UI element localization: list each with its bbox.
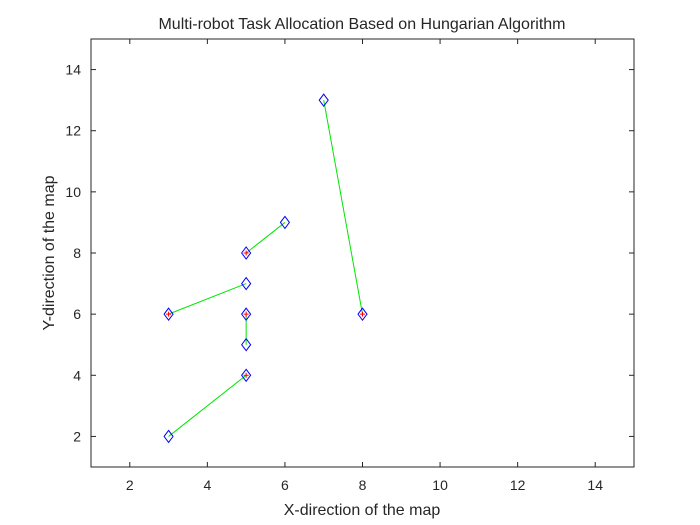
markers — [163, 93, 368, 444]
task-marker — [241, 307, 252, 321]
x-tick-label: 2 — [126, 477, 134, 493]
y-tick-label: 10 — [65, 184, 81, 200]
y-tick-label: 6 — [73, 306, 81, 322]
task-marker — [357, 307, 368, 321]
assignment-line — [245, 222, 286, 254]
x-tick-label: 10 — [432, 477, 448, 493]
assignment-line — [168, 374, 247, 437]
robot-marker — [241, 276, 252, 291]
x-tick-label: 14 — [587, 477, 603, 493]
y-axis-label: Y-direction of the map — [41, 175, 58, 330]
assignment-line — [168, 283, 247, 315]
x-tick-label: 8 — [359, 477, 367, 493]
robot-marker — [241, 337, 252, 352]
task-marker — [241, 368, 252, 383]
y-tick-label: 4 — [73, 367, 81, 383]
x-tick-label: 12 — [510, 477, 526, 493]
task-center-marker — [243, 372, 249, 378]
task-center-marker — [166, 311, 172, 317]
y-tick-label: 8 — [73, 245, 81, 261]
task-center-marker — [360, 311, 365, 317]
task-marker — [241, 246, 252, 260]
chart-title: Multi-robot Task Allocation Based on Hun… — [158, 16, 565, 33]
y-tick-label: 14 — [65, 62, 81, 78]
assignment-lines — [168, 100, 363, 437]
x-tick-label: 4 — [203, 477, 211, 493]
robot-marker — [163, 429, 174, 444]
y-axis-ticks: 2 4 6 8 10 12 14 — [65, 62, 634, 444]
y-tick-label: 12 — [65, 123, 81, 139]
task-center-marker — [243, 311, 249, 317]
robot-marker — [318, 93, 329, 107]
task-marker — [163, 307, 174, 321]
robot-marker — [279, 215, 291, 230]
x-tick-label: 6 — [281, 477, 289, 493]
x-axis-ticks: 2 4 6 8 10 12 14 — [126, 39, 603, 493]
x-axis-label: X-direction of the map — [284, 502, 441, 519]
task-center-marker — [243, 250, 249, 256]
y-tick-label: 2 — [73, 428, 81, 444]
assignment-line — [323, 100, 363, 315]
plot-area — [90, 38, 635, 468]
